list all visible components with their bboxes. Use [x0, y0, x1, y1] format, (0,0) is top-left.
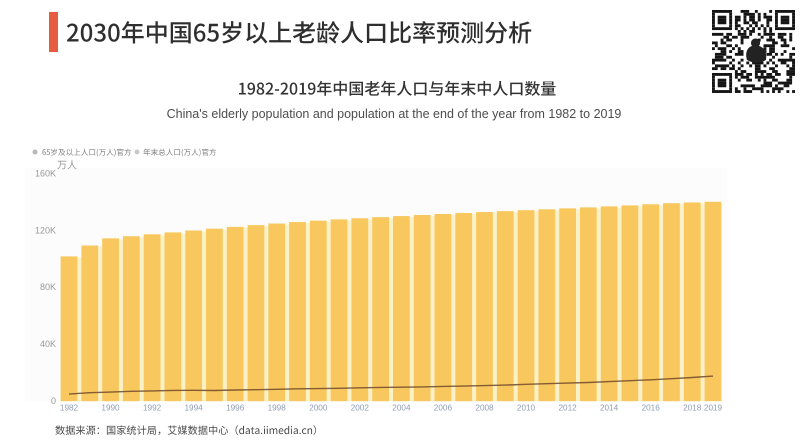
svg-text:80K: 80K	[40, 282, 56, 292]
svg-text:2000: 2000	[309, 404, 328, 413]
svg-text:1996: 1996	[226, 404, 245, 413]
svg-text:2012: 2012	[558, 404, 577, 413]
svg-text:2014: 2014	[600, 404, 619, 413]
svg-text:2004: 2004	[392, 404, 411, 413]
svg-text:40K: 40K	[40, 339, 56, 349]
svg-text:1992: 1992	[143, 404, 162, 413]
svg-text:2002: 2002	[351, 404, 370, 413]
svg-text:2008: 2008	[475, 404, 494, 413]
svg-text:1998: 1998	[268, 404, 287, 413]
svg-text:2006: 2006	[434, 404, 453, 413]
svg-text:120K: 120K	[35, 225, 56, 235]
svg-text:2016: 2016	[642, 404, 661, 413]
svg-text:1990: 1990	[101, 404, 120, 413]
svg-text:1982: 1982	[60, 404, 79, 413]
svg-text:2019: 2019	[704, 404, 723, 413]
svg-text:160K: 160K	[35, 168, 56, 178]
svg-text:1994: 1994	[184, 404, 203, 413]
svg-text:2018: 2018	[683, 404, 702, 413]
svg-text:2010: 2010	[517, 404, 536, 413]
svg-text:0: 0	[51, 396, 56, 406]
